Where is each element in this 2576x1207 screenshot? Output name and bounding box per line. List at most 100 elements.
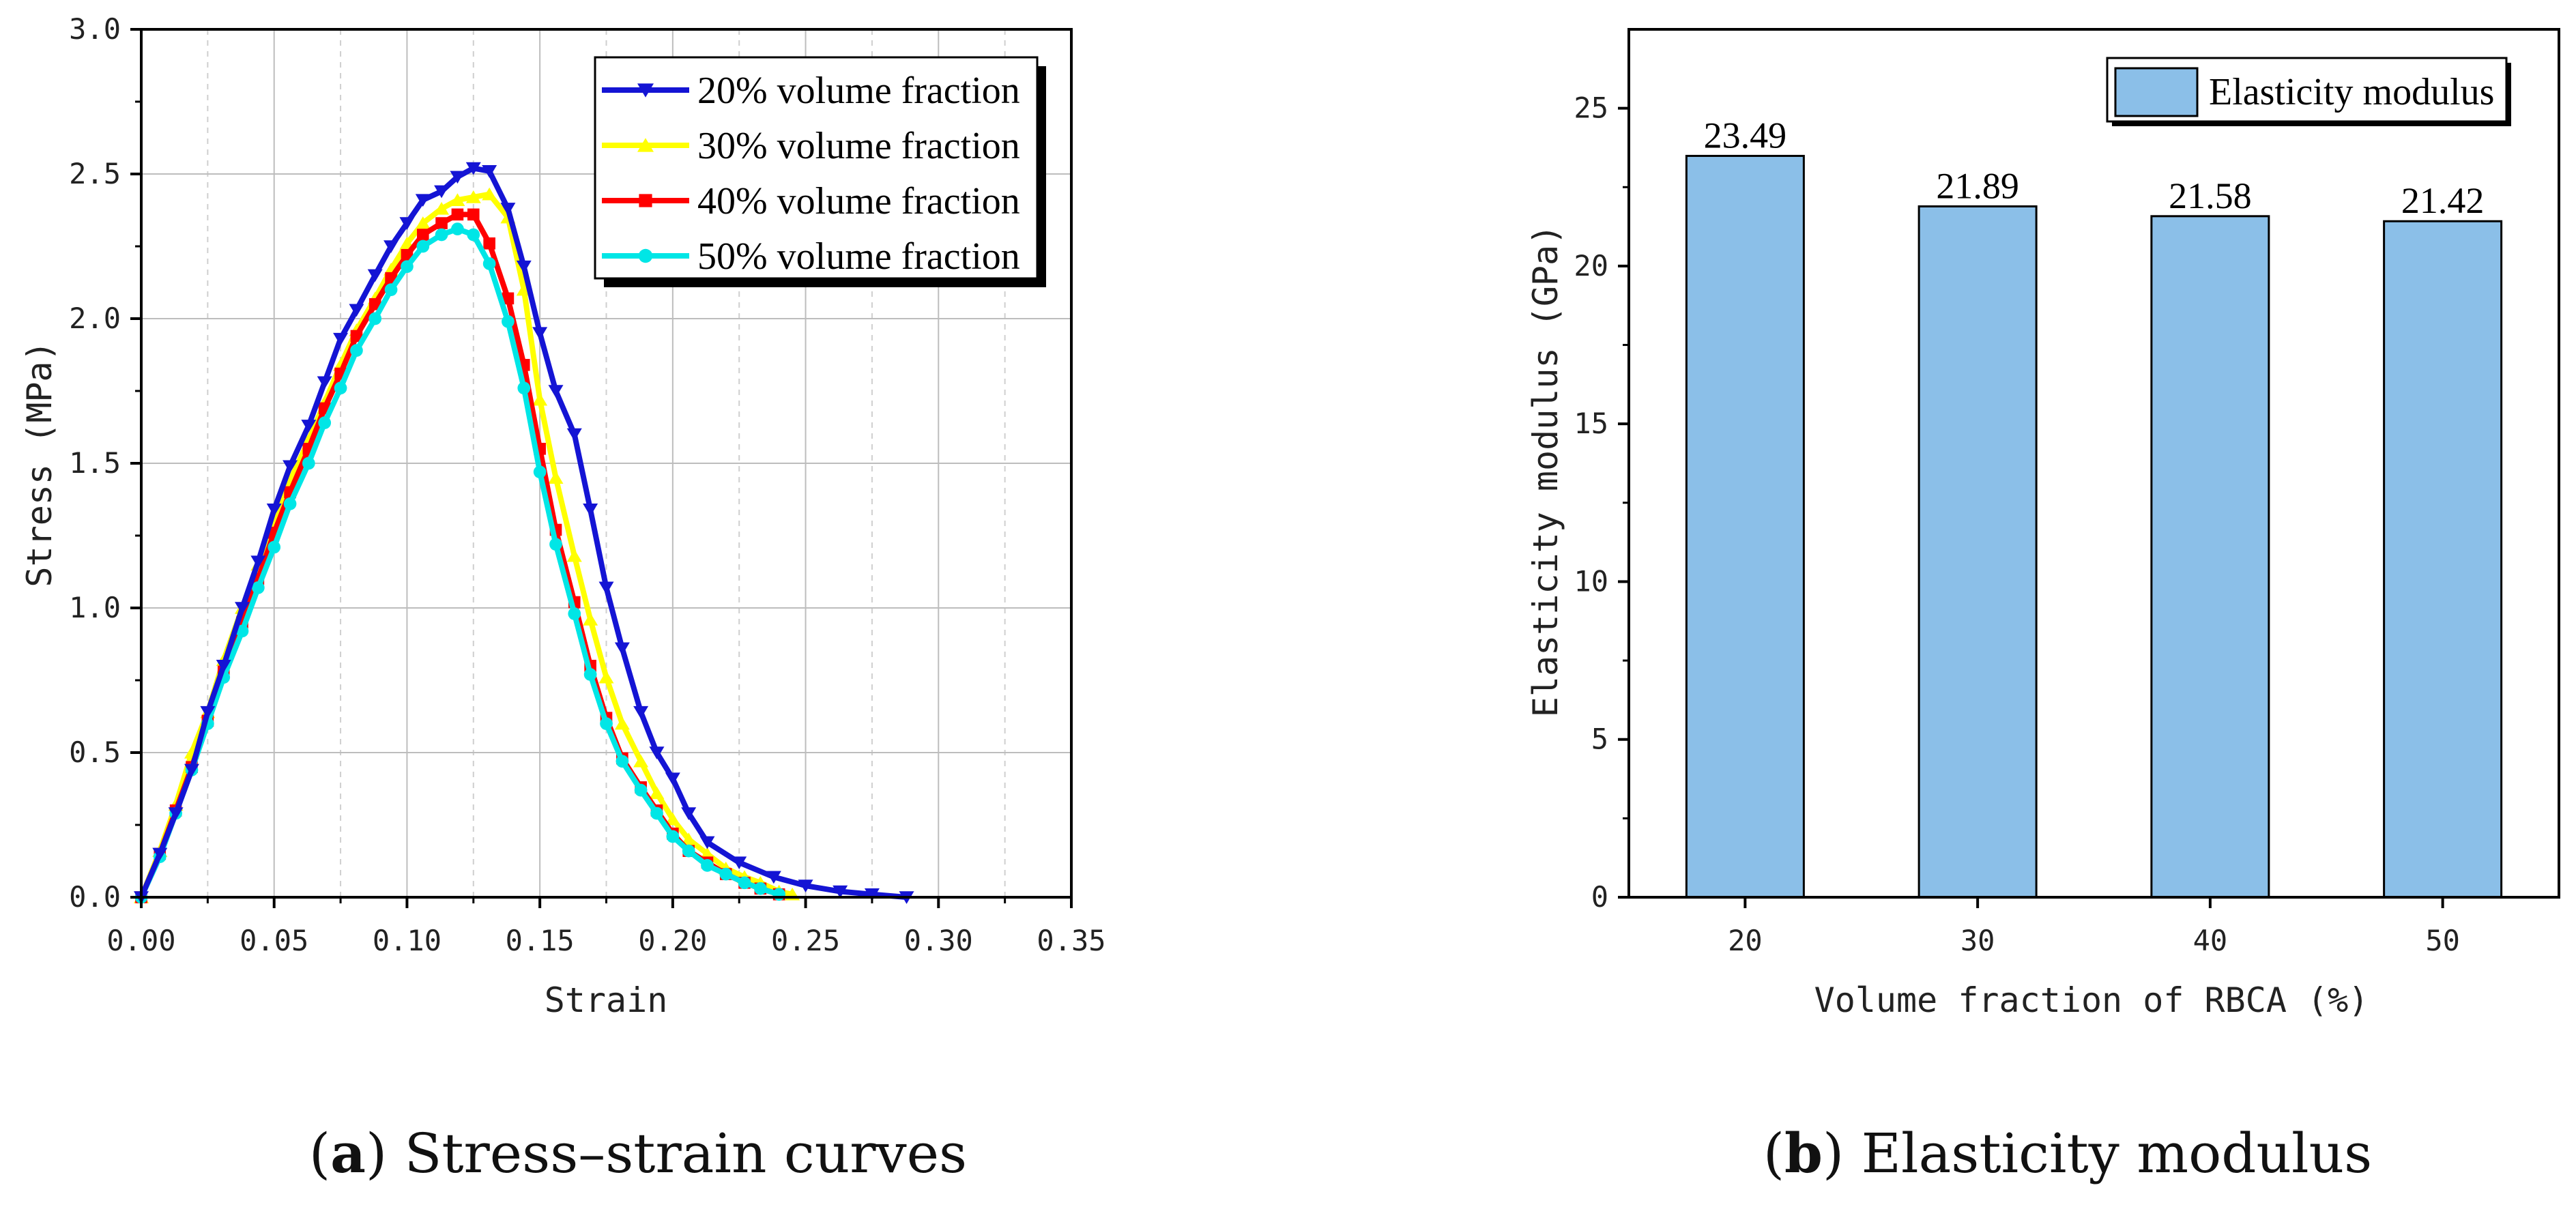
data-point	[267, 540, 281, 554]
data-point	[633, 754, 649, 768]
y-tick-label: 0	[1591, 880, 1608, 914]
caption-a-letter: a	[330, 1121, 366, 1185]
data-point	[502, 292, 515, 305]
data-point	[614, 716, 630, 730]
data-point	[451, 222, 464, 235]
panel-a-legend: 20% volume fraction 30% volume fraction 40…	[594, 56, 1046, 287]
data-point	[666, 830, 680, 843]
data-point	[502, 315, 515, 328]
caption-a-text: Stress–strain curves	[387, 1122, 967, 1185]
panel-b-axes-frame	[1627, 28, 2560, 899]
data-point	[637, 83, 654, 98]
panel-a-x-axis-label: Strain	[545, 980, 668, 1020]
data-point	[665, 812, 680, 826]
data-point	[665, 772, 680, 786]
y-tick-label: 25	[1574, 91, 1608, 125]
y-tick-label: 2.5	[69, 157, 121, 190]
bar-40	[2150, 215, 2270, 899]
data-point	[699, 836, 715, 849]
data-point	[566, 428, 582, 441]
data-point	[638, 248, 653, 263]
data-point	[701, 859, 714, 872]
bar-20	[1685, 154, 1805, 899]
data-point	[250, 555, 266, 569]
data-point	[399, 217, 415, 230]
data-point	[234, 602, 250, 615]
data-point	[483, 237, 495, 250]
bar-data-label: 21.89	[1936, 165, 2019, 206]
data-point	[738, 876, 751, 890]
series-30-volume-fraction	[134, 187, 800, 903]
bar-50	[2383, 220, 2503, 899]
data-point	[416, 239, 430, 253]
data-point	[766, 871, 781, 884]
data-point	[415, 194, 431, 207]
series-line	[139, 212, 780, 899]
data-point	[598, 581, 614, 595]
data-point	[798, 879, 813, 892]
x-tick-label: 20	[1728, 924, 1763, 957]
data-point	[349, 304, 364, 317]
bar-data-label: 21.42	[2401, 180, 2485, 221]
data-point	[614, 642, 630, 656]
series-20-volume-fraction	[134, 162, 914, 904]
data-point	[152, 847, 168, 861]
data-point	[465, 190, 481, 203]
data-point	[415, 216, 431, 229]
data-point	[434, 185, 450, 199]
panel-b-y-axis-label: Elasticity modulus (GPa)	[1526, 224, 1565, 717]
data-point	[482, 164, 497, 178]
x-tick-label: 0.00	[106, 924, 175, 957]
data-point	[333, 332, 349, 346]
data-point	[266, 504, 282, 517]
data-point	[283, 460, 298, 474]
data-point	[368, 312, 382, 325]
legend-label: 20% volume fraction	[697, 70, 1020, 112]
data-point	[334, 381, 347, 395]
data-point	[517, 381, 531, 395]
data-point	[639, 194, 652, 207]
data-point	[216, 660, 231, 673]
caption-b-text: Elasticity modulus	[1844, 1122, 2372, 1185]
data-point	[634, 783, 648, 797]
x-tick-label: 0.35	[1037, 924, 1105, 957]
panel-b-x-axis-label: Volume fraction of RBCA (%)	[1814, 980, 2369, 1020]
data-point	[500, 203, 516, 216]
data-point	[649, 786, 665, 800]
data-point	[583, 613, 598, 626]
data-point	[368, 298, 381, 310]
x-tick-label: 0.05	[240, 924, 308, 957]
data-point	[401, 260, 414, 274]
data-point	[548, 385, 564, 398]
data-point	[450, 171, 465, 184]
panel-b-ticks: 20 30 40 50 0 5 10 15 20 25	[1574, 91, 2459, 957]
data-point	[384, 283, 398, 296]
legend-item: 40% volume fraction	[602, 180, 1020, 222]
data-point	[633, 706, 649, 719]
data-point	[533, 465, 547, 479]
x-tick-label: 30	[1960, 924, 1995, 957]
panel-a-series	[134, 162, 914, 904]
bar-data-label: 21.58	[2169, 175, 2252, 216]
data-point	[719, 867, 733, 881]
data-point	[649, 746, 665, 759]
data-point	[450, 193, 465, 206]
data-point	[383, 240, 399, 253]
y-tick-label: 0.0	[69, 880, 121, 914]
y-tick-label: 1.0	[69, 591, 121, 624]
series-40-volume-fraction	[135, 208, 785, 903]
data-point	[434, 201, 450, 215]
data-point	[568, 607, 581, 620]
data-point	[864, 888, 880, 901]
data-point	[184, 764, 199, 777]
legend-label: 30% volume fraction	[697, 125, 1020, 167]
y-tick-label: 3.0	[69, 12, 121, 46]
y-tick-label: 5	[1591, 723, 1608, 756]
y-tick-label: 20	[1574, 249, 1608, 282]
data-point	[650, 806, 663, 820]
data-point	[549, 538, 562, 551]
data-point	[482, 257, 496, 270]
legend-label: 50% volume fraction	[697, 235, 1020, 278]
panel-b-bars: 23.49 21.89 21.58 21.42	[1685, 115, 2503, 899]
x-tick-label: 0.10	[373, 924, 442, 957]
